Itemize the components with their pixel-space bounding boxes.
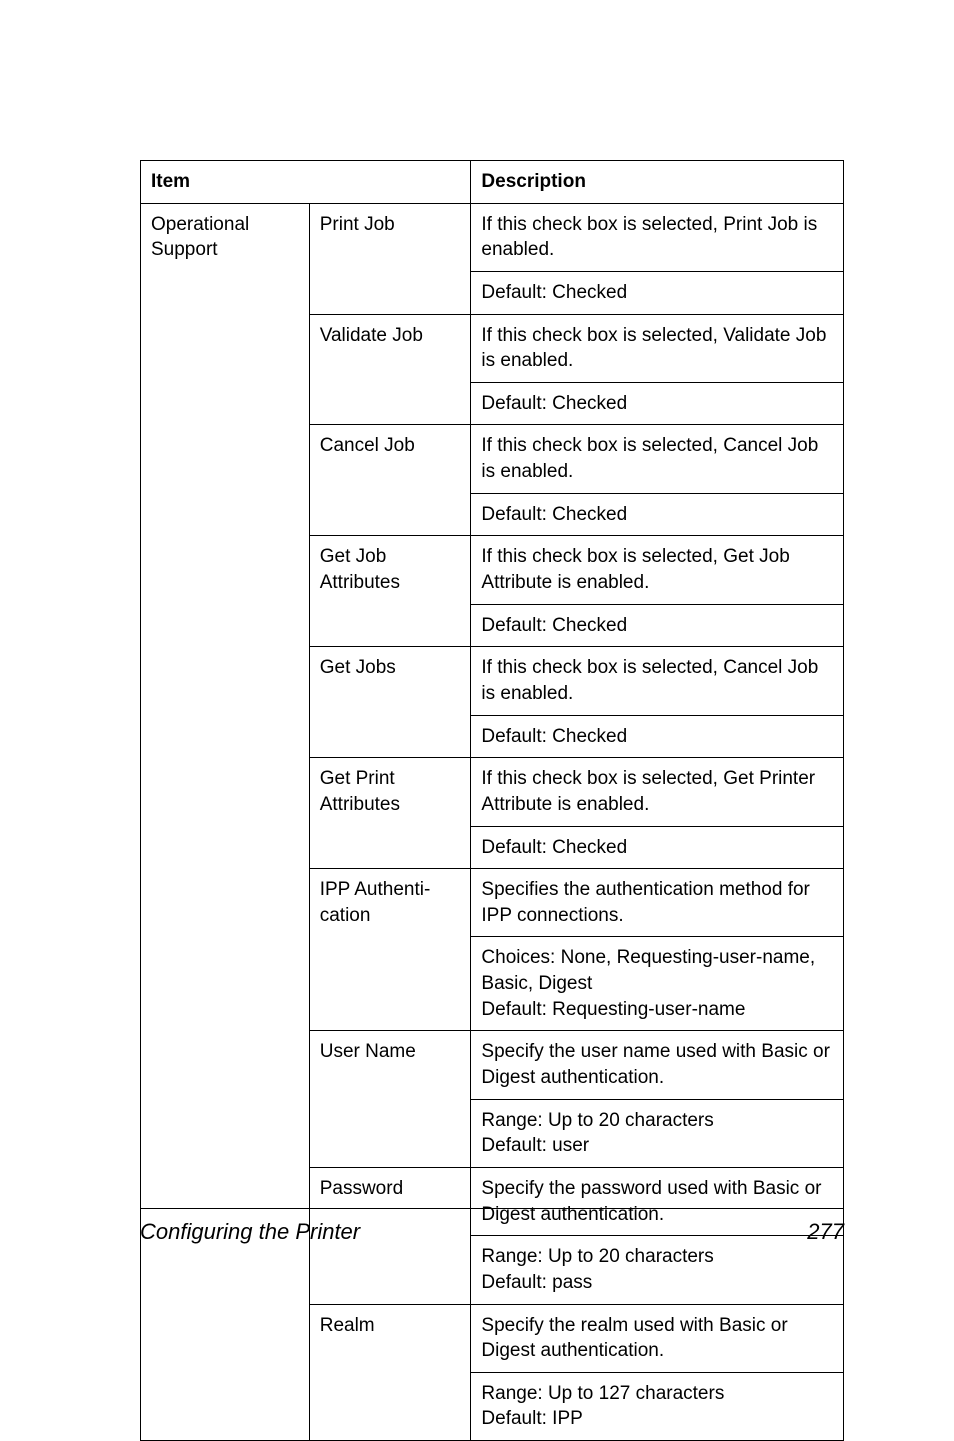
desc-cell: Choices: None, Requesting-user-name, Bas… <box>471 937 844 1031</box>
desc-cell: Default: Checked <box>471 271 844 314</box>
desc-cell: If this check box is selected, Get Print… <box>471 758 844 826</box>
footer-page-number: 277 <box>807 1219 844 1245</box>
header-description: Description <box>471 161 844 204</box>
sub-item: Get Print Attributes <box>309 758 471 826</box>
sub-item-cont <box>309 1236 471 1304</box>
desc-cell: If this check box is selected, Cancel Jo… <box>471 647 844 715</box>
sub-item-cont <box>309 826 471 869</box>
desc-cell: Default: Checked <box>471 493 844 536</box>
header-item: Item <box>141 161 471 204</box>
sub-item-cont <box>309 715 471 758</box>
sub-item-cont <box>309 937 471 1031</box>
table-row: Operational Support Print Job If this ch… <box>141 203 844 271</box>
config-table: Item Description Operational Support Pri… <box>140 160 844 1441</box>
col1-operational-support: Operational Support <box>141 203 310 1440</box>
desc-cell: Range: Up to 20 charactersDefault: user <box>471 1099 844 1167</box>
desc-cell: Default: Checked <box>471 826 844 869</box>
sub-item-cont <box>309 1099 471 1167</box>
sub-item-cont <box>309 604 471 647</box>
desc-cell: Specify the user name used with Basic or… <box>471 1031 844 1099</box>
desc-cell: Range: Up to 20 charactersDefault: pass <box>471 1236 844 1304</box>
sub-item: Validate Job <box>309 314 471 382</box>
desc-cell: Default: Checked <box>471 604 844 647</box>
table-header-row: Item Description <box>141 161 844 204</box>
desc-cell: Range: Up to 127 charactersDefault: IPP <box>471 1372 844 1440</box>
footer-title: Configuring the Printer <box>140 1219 360 1245</box>
sub-item: User Name <box>309 1031 471 1099</box>
sub-item-cont <box>309 382 471 425</box>
sub-item: Cancel Job <box>309 425 471 493</box>
sub-item: IPP Authenti-cation <box>309 869 471 937</box>
sub-item-cont <box>309 271 471 314</box>
desc-cell: If this check box is selected, Get Job A… <box>471 536 844 604</box>
sub-item: Realm <box>309 1304 471 1372</box>
desc-cell: If this check box is selected, Cancel Jo… <box>471 425 844 493</box>
sub-item: Get Jobs <box>309 647 471 715</box>
desc-cell: If this check box is selected, Validate … <box>471 314 844 382</box>
desc-cell: Specifies the authentication method for … <box>471 869 844 937</box>
sub-item: Print Job <box>309 203 471 271</box>
desc-cell: Specify the realm used with Basic or Dig… <box>471 1304 844 1372</box>
desc-cell: Default: Checked <box>471 382 844 425</box>
desc-cell: Default: Checked <box>471 715 844 758</box>
page-footer: Configuring the Printer 277 <box>140 1208 844 1245</box>
desc-cell: If this check box is selected, Print Job… <box>471 203 844 271</box>
sub-item-cont <box>309 493 471 536</box>
sub-item-cont <box>309 1372 471 1440</box>
sub-item: Get Job Attributes <box>309 536 471 604</box>
